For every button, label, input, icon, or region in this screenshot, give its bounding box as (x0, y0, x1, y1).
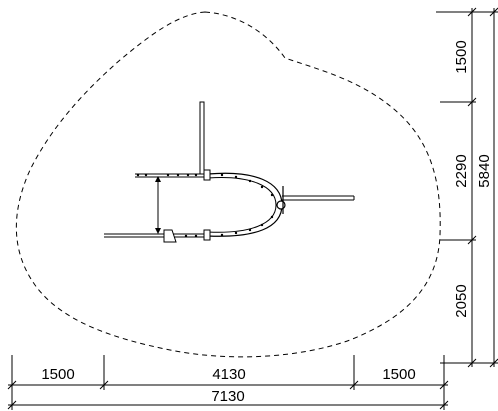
play-equipment (104, 101, 355, 243)
dim-bottom-total: 7130 (211, 388, 244, 405)
bottom-dimensions: 1500 4130 1500 7130 (7, 355, 449, 410)
curved-rail-outer (207, 172, 283, 237)
vertical-post (199, 101, 205, 175)
safety-zone-outline (15, 11, 441, 358)
lower-clamp (203, 229, 211, 241)
dim-right-top: 1500 (453, 40, 470, 73)
connector-arrow-bottom (155, 228, 161, 234)
upper-clamp (203, 169, 211, 181)
dim-bottom-left: 1500 (41, 366, 74, 383)
dim-bottom-middle: 4130 (212, 366, 245, 383)
dim-right-total: 5840 (476, 154, 493, 187)
connector-arrow-top (155, 176, 161, 182)
dim-bottom-right: 1500 (382, 366, 415, 383)
curved-rail-inner (207, 177, 277, 233)
bolt-markers (136, 173, 274, 238)
seat-handle (163, 229, 177, 243)
right-dimensions: 1500 2290 2050 5840 (436, 7, 498, 368)
dim-right-middle: 2290 (453, 154, 470, 187)
dim-right-bottom: 2050 (453, 284, 470, 317)
hub-joint (276, 200, 286, 210)
